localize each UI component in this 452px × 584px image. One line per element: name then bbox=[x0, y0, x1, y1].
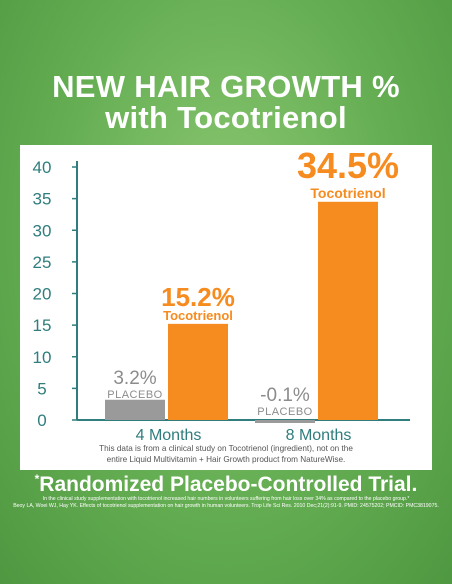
y-tick-label: 20 bbox=[33, 285, 52, 304]
subtitle-text: Randomized Placebo-Controlled Trial. bbox=[39, 473, 418, 496]
data-label-value: 34.5% bbox=[297, 145, 399, 186]
data-label-value: 3.2% bbox=[113, 368, 156, 389]
data-label-series: PLACEBO bbox=[107, 389, 162, 401]
bar bbox=[168, 323, 228, 420]
fine-print-line1: In the clinical study supplementation wi… bbox=[42, 496, 410, 502]
bar bbox=[255, 420, 315, 423]
data-label-series: Tocotrienol bbox=[163, 308, 233, 323]
data-label-value: 15.2% bbox=[161, 282, 235, 312]
y-tick-label: 35 bbox=[33, 190, 52, 209]
y-tick-label: 10 bbox=[33, 348, 52, 367]
y-tick-label: 0 bbox=[37, 411, 46, 430]
bar bbox=[105, 399, 165, 420]
data-label-value: -0.1% bbox=[260, 385, 310, 406]
footnote-line2: entire Liquid Multivitamin + Hair Growth… bbox=[106, 455, 346, 464]
x-tick-label: 4 Months bbox=[136, 427, 202, 444]
data-label-series: Tocotrienol bbox=[310, 185, 385, 201]
chart-footnote: This data is from a clinical study on To… bbox=[40, 443, 412, 465]
bar bbox=[318, 201, 378, 420]
chart-title-line1: NEW HAIR GROWTH % bbox=[52, 69, 400, 104]
footnote-line1: This data is from a clinical study on To… bbox=[99, 444, 353, 453]
data-label-series: PLACEBO bbox=[257, 406, 312, 418]
x-tick-label: 8 Months bbox=[286, 427, 352, 444]
y-tick-label: 30 bbox=[33, 221, 52, 240]
y-tick-label: 40 bbox=[33, 158, 52, 177]
y-tick-label: 5 bbox=[37, 379, 46, 398]
subtitle-asterisk: * bbox=[34, 472, 40, 486]
y-tick-label: 25 bbox=[33, 253, 52, 272]
y-tick-label: 15 bbox=[33, 316, 52, 335]
trial-subtitle: *Randomized Placebo-Controlled Trial. bbox=[0, 472, 452, 497]
chart-title-line2: with Tocotrienol bbox=[105, 100, 347, 135]
chart-panel: 0 5 10 15 20 25 30 35 40 4 Months 3.2% PLACEBO 15.2%… bbox=[20, 145, 432, 470]
fine-print-line2: Beoy LA, Woei WJ, Hay YK. Effects of toc… bbox=[13, 503, 439, 509]
